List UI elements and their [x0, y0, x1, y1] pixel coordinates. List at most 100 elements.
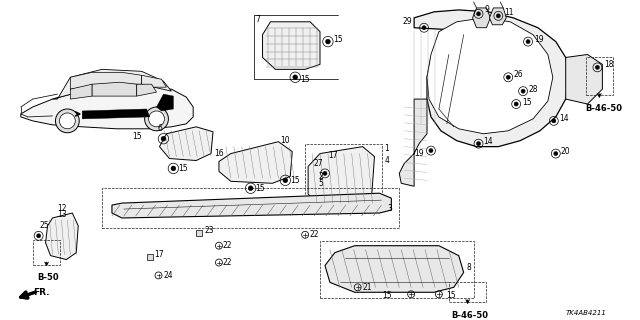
Text: 15: 15: [522, 98, 532, 107]
Text: 22: 22: [223, 241, 232, 250]
Text: 16: 16: [214, 149, 223, 158]
Text: 12: 12: [58, 204, 67, 212]
Polygon shape: [472, 8, 490, 28]
Polygon shape: [70, 84, 92, 99]
Text: 15: 15: [291, 176, 300, 185]
Circle shape: [595, 65, 600, 69]
Text: B-46-50: B-46-50: [451, 310, 488, 320]
Circle shape: [148, 111, 164, 127]
Text: 21: 21: [363, 283, 372, 292]
Text: 29: 29: [403, 17, 412, 26]
Text: 19: 19: [415, 149, 424, 158]
Polygon shape: [92, 82, 137, 96]
Bar: [33, 240, 60, 265]
Text: 15: 15: [255, 184, 265, 193]
Text: 3: 3: [387, 204, 392, 212]
Circle shape: [283, 178, 288, 183]
Text: 25: 25: [40, 221, 49, 230]
Polygon shape: [159, 127, 213, 161]
Circle shape: [56, 109, 79, 133]
Text: B-50: B-50: [38, 273, 60, 282]
Text: 11: 11: [504, 8, 514, 17]
Circle shape: [171, 166, 176, 171]
Text: 7: 7: [255, 15, 260, 24]
Polygon shape: [308, 147, 374, 205]
Text: 15: 15: [383, 291, 392, 300]
Text: 24: 24: [163, 271, 173, 280]
Text: 15: 15: [333, 35, 342, 44]
Circle shape: [554, 151, 558, 156]
Circle shape: [476, 12, 481, 16]
Circle shape: [60, 113, 76, 129]
Bar: [586, 58, 613, 95]
Text: 15: 15: [132, 132, 141, 141]
Polygon shape: [427, 18, 553, 134]
Polygon shape: [137, 84, 157, 96]
Text: 27: 27: [313, 159, 323, 168]
Text: 23: 23: [204, 226, 214, 235]
Bar: [196, 230, 202, 236]
Circle shape: [323, 171, 327, 175]
Text: 6: 6: [157, 124, 163, 133]
Bar: [102, 188, 399, 228]
Text: 10: 10: [280, 136, 290, 145]
Text: 18: 18: [604, 60, 614, 69]
Text: 5: 5: [318, 179, 323, 188]
Circle shape: [506, 75, 510, 79]
Polygon shape: [490, 8, 506, 25]
Polygon shape: [45, 213, 78, 260]
Text: 26: 26: [513, 70, 523, 79]
Bar: [449, 282, 486, 302]
Text: 15: 15: [300, 75, 310, 84]
Circle shape: [429, 148, 433, 153]
Circle shape: [36, 234, 41, 238]
Polygon shape: [141, 75, 166, 87]
Text: 9: 9: [484, 5, 490, 14]
Circle shape: [496, 14, 500, 18]
Circle shape: [145, 107, 168, 131]
Circle shape: [248, 186, 253, 191]
Text: 8: 8: [467, 263, 472, 272]
Polygon shape: [566, 54, 602, 104]
Text: 14: 14: [483, 137, 493, 146]
Circle shape: [161, 136, 166, 141]
Polygon shape: [414, 10, 570, 147]
Polygon shape: [70, 72, 141, 89]
Circle shape: [476, 141, 481, 146]
Polygon shape: [399, 99, 427, 186]
Text: FR.: FR.: [33, 288, 49, 297]
Text: 2: 2: [318, 172, 323, 181]
Bar: [305, 144, 383, 211]
Circle shape: [526, 40, 530, 44]
Text: 20: 20: [561, 147, 570, 156]
Polygon shape: [262, 22, 320, 69]
Text: B-46-50: B-46-50: [586, 105, 623, 114]
Text: 15: 15: [179, 164, 188, 173]
Circle shape: [514, 102, 518, 106]
Polygon shape: [157, 94, 173, 111]
Text: TK4AB4211: TK4AB4211: [566, 310, 607, 316]
Text: 28: 28: [528, 85, 538, 94]
Circle shape: [293, 75, 298, 80]
Bar: [147, 254, 152, 260]
Text: 22: 22: [223, 258, 232, 267]
Text: 13: 13: [58, 211, 67, 220]
Polygon shape: [325, 246, 463, 292]
Text: 22: 22: [309, 230, 319, 239]
Polygon shape: [82, 109, 150, 119]
Circle shape: [552, 119, 556, 123]
Bar: [320, 241, 474, 298]
Text: 1: 1: [385, 144, 389, 153]
Text: 14: 14: [559, 114, 568, 124]
Polygon shape: [219, 142, 292, 183]
Circle shape: [422, 26, 426, 30]
Polygon shape: [52, 69, 172, 99]
Polygon shape: [112, 193, 391, 218]
Circle shape: [521, 89, 525, 93]
Text: 4: 4: [385, 156, 389, 165]
Text: 15: 15: [446, 291, 456, 300]
Polygon shape: [20, 86, 193, 129]
Text: 17: 17: [328, 151, 337, 160]
Text: 19: 19: [534, 35, 543, 44]
Text: 17: 17: [154, 250, 164, 259]
